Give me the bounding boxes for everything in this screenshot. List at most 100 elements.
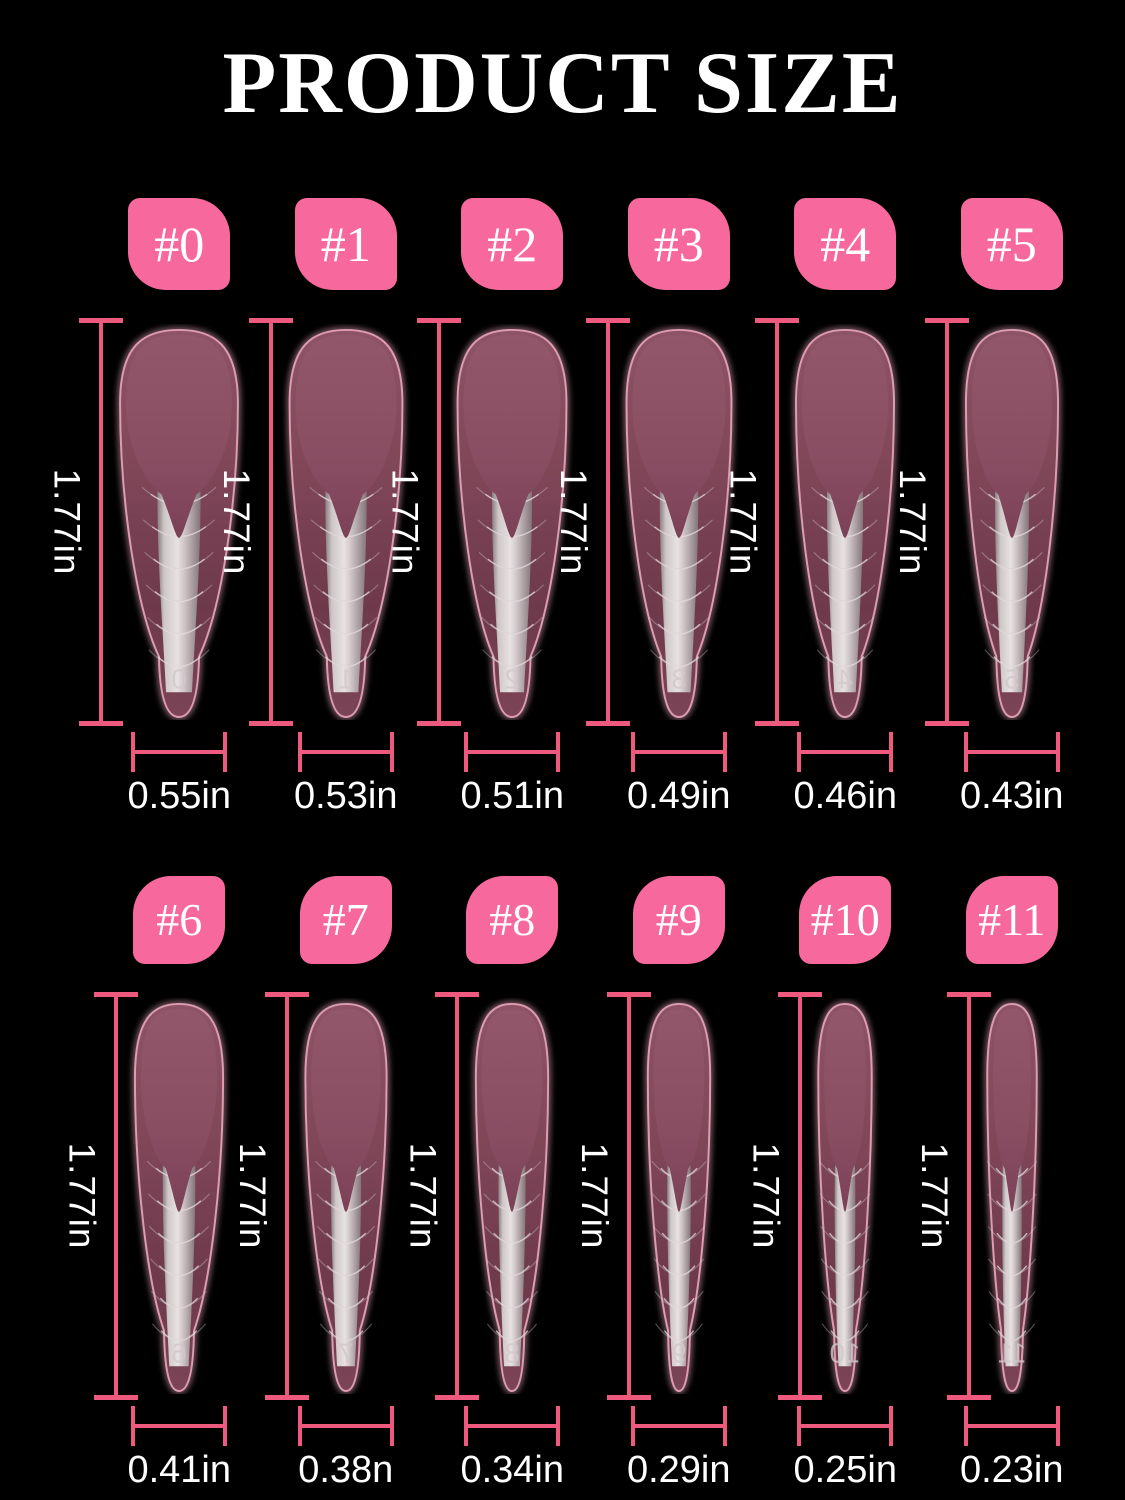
nail-tip-illustration: 11: [984, 1000, 1040, 1394]
nail-tip-illustration: 10: [815, 1000, 875, 1394]
size-label-chip: #8: [466, 875, 559, 964]
measure-stem: [965, 750, 1058, 754]
measure-stem: [632, 1423, 725, 1428]
size-label-chip: #9: [632, 875, 725, 964]
width-measure-line: [963, 1405, 1060, 1446]
nail-size-column: #3 1.77in 3 0.49in: [553, 198, 763, 818]
measure-cap-top: [417, 318, 462, 323]
nail-figure: 1.77in 11: [914, 991, 1096, 1400]
width-measure-line: [464, 732, 561, 772]
nail-tip-top: [971, 334, 1052, 538]
nail-tip-illustration: 5: [962, 326, 1061, 720]
width-measure-line: [131, 732, 228, 772]
width-measure-line: [297, 1405, 394, 1446]
measure-cap-right: [1055, 732, 1060, 772]
measure-cap-bottom: [755, 721, 800, 726]
measure-cap-top: [94, 991, 139, 997]
size-label-chip: #2: [461, 198, 564, 290]
width-value: 0.49in: [626, 775, 731, 817]
width-measure-line: [630, 732, 727, 772]
measure-stem: [466, 750, 559, 754]
inner-form: [659, 474, 699, 693]
width-value: 0.46in: [793, 775, 898, 817]
measure-cap-right: [556, 1405, 561, 1446]
height-measure-line: [264, 991, 309, 1400]
nail-tip-top: [992, 1008, 1031, 1212]
nail-figure: 1.77in 0: [46, 318, 263, 726]
inner-form: [157, 474, 201, 693]
size-label-chip: #3: [627, 198, 730, 290]
measure-stem: [632, 750, 725, 754]
nail-size-column: #6 1.77in 6 0.41in: [61, 875, 263, 1492]
mold-size-digit: 3: [671, 663, 686, 694]
inner-form: [666, 1148, 691, 1367]
size-label-chip: #0: [128, 198, 231, 290]
height-measure-line: [94, 991, 139, 1400]
height-measure-line: [946, 991, 991, 1400]
measure-stem: [605, 321, 610, 723]
measure-stem: [299, 1423, 392, 1428]
mold-size-digit: 5: [1004, 663, 1019, 694]
width-measure-line: [131, 1405, 228, 1446]
width-value: 0.55in: [127, 775, 232, 817]
nail-size-column: #11 1.77in 11 0.23in: [914, 875, 1096, 1492]
measure-cap-bottom: [435, 1394, 480, 1400]
nail-figure: 1.77in 7: [232, 991, 430, 1400]
measure-stem: [965, 1423, 1058, 1428]
measure-stem: [299, 750, 392, 754]
nail-figure: 1.77in 3: [553, 318, 763, 726]
measure-cap-right: [223, 1405, 228, 1446]
measure-cap-bottom: [946, 1394, 991, 1400]
nail-size-column: #1 1.77in 1 0.53in: [216, 198, 430, 818]
height-value: 1.77in: [402, 1142, 444, 1250]
nail-tip-illustration: 4: [793, 326, 898, 720]
mold-size-digit: 7: [338, 1337, 353, 1368]
inner-form: [162, 1148, 196, 1367]
mold-size-digit: 1: [338, 663, 353, 694]
width-value: 0.25in: [793, 1448, 898, 1491]
width-measure-line: [464, 1405, 561, 1446]
nail-tip-top: [653, 1008, 704, 1212]
height-measure-line: [248, 318, 293, 726]
height-value: 1.77in: [384, 468, 426, 576]
size-row-bottom: #6 1.77in 6 0.41in #7: [0, 875, 1125, 1492]
measure-cap-top: [248, 318, 293, 323]
measure-stem: [455, 994, 460, 1397]
nail-tip-illustration: 9: [644, 1000, 713, 1394]
nail-tip-top: [141, 1008, 218, 1212]
nail-figure: 1.77in 2: [384, 318, 596, 726]
nail-tip-top: [802, 334, 889, 538]
nail-tip-illustration: 1: [286, 326, 406, 720]
inner-form: [994, 474, 1029, 693]
height-measure-line: [778, 991, 823, 1400]
mold-size-digit: 10: [830, 1337, 861, 1368]
size-label-chip: #6: [133, 875, 226, 964]
nail-size-column: #7 1.77in 7 0.38n: [232, 875, 430, 1492]
width-measure-line: [297, 732, 394, 772]
height-measure-line: [417, 318, 462, 726]
measure-cap-bottom: [417, 721, 462, 726]
measure-stem: [799, 750, 892, 754]
measure-stem: [114, 994, 119, 1397]
width-measure-line: [963, 732, 1060, 772]
measure-cap-right: [556, 732, 561, 772]
measure-cap-top: [924, 318, 969, 323]
measure-cap-top: [435, 991, 480, 997]
measure-stem: [284, 994, 289, 1397]
mold-size-digit: 8: [505, 1337, 520, 1368]
measure-stem: [466, 1423, 559, 1428]
measure-cap-top: [946, 991, 991, 997]
measure-stem: [966, 994, 971, 1397]
size-label-chip: #4: [794, 198, 897, 290]
nail-size-column: #2 1.77in 2 0.51in: [384, 198, 596, 818]
nail-figure: 1.77in 4: [722, 318, 929, 726]
height-value: 1.77in: [231, 1142, 273, 1250]
nail-size-column: #9 1.77in 9 0.29in: [574, 875, 763, 1492]
height-measure-line: [585, 318, 630, 726]
measure-cap-right: [223, 732, 228, 772]
nail-tip-illustration: 6: [132, 1000, 227, 1394]
nail-tip-illustration: 7: [302, 1000, 390, 1394]
width-value: 0.41in: [127, 1448, 232, 1491]
nail-size-column: #0 1.77in 0 0.55in: [46, 198, 263, 818]
